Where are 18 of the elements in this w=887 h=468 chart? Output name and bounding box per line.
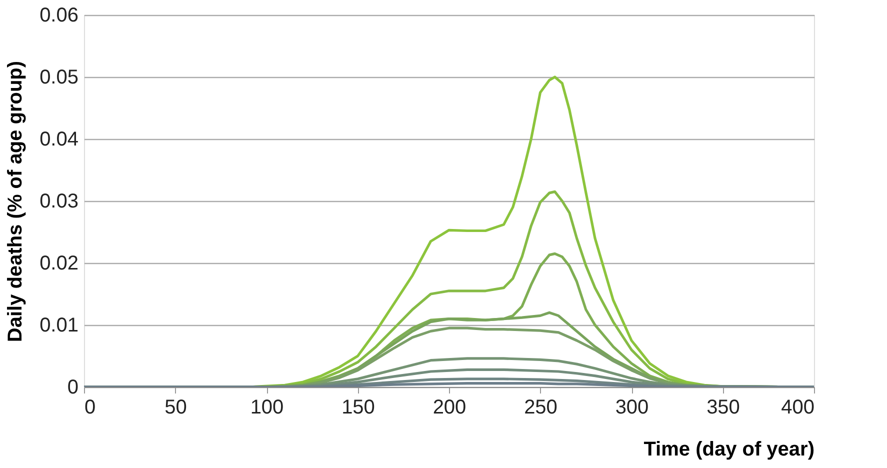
y-tick-label: 0 (67, 376, 78, 398)
x-tick-label: 50 (164, 396, 187, 418)
y-tick-label: 0.02 (40, 252, 78, 274)
y-tick-label: 0.05 (40, 66, 78, 88)
y-axis-title: Daily deaths (% of age group) (4, 60, 27, 342)
x-tick-label: 250 (524, 396, 558, 418)
x-tick-label: 150 (342, 396, 375, 418)
x-tick-label: 300 (615, 396, 649, 418)
x-axis-title: Time (day of year) (644, 438, 814, 460)
x-tick-label: 0 (84, 396, 96, 418)
y-tick-label: 0.01 (40, 314, 78, 336)
y-tick-label: 0.06 (40, 4, 78, 26)
x-tick-label: 200 (432, 396, 466, 418)
x-tick-label: 400 (781, 396, 814, 418)
y-tick-label: 0.03 (40, 190, 78, 212)
y-tick-label: 0.04 (40, 128, 78, 150)
x-tick-label: 350 (706, 396, 740, 418)
x-tick-label: 100 (250, 396, 284, 418)
